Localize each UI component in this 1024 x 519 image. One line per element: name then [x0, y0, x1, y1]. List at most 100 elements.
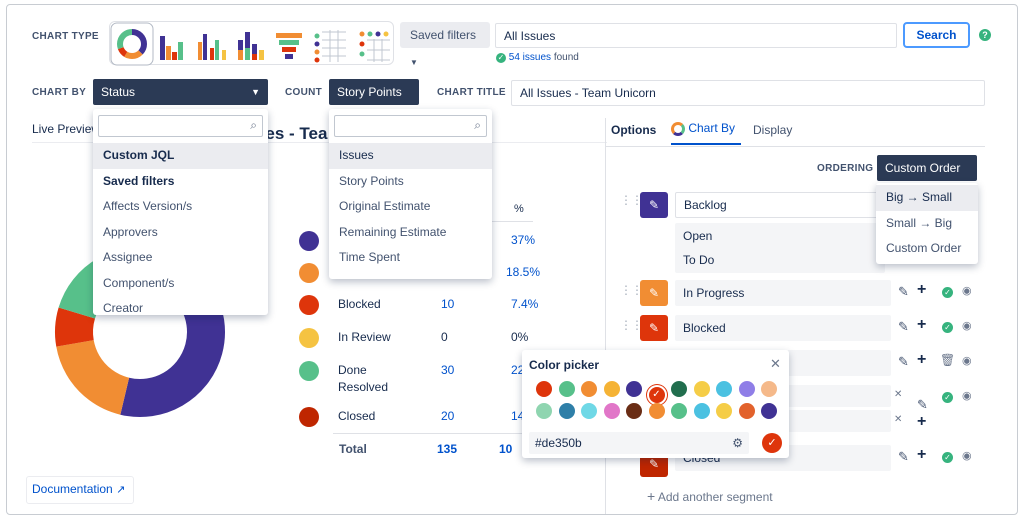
color-swatch[interactable]	[738, 403, 755, 419]
segment-name-blocked[interactable]: Blocked	[675, 315, 891, 341]
pencil-icon[interactable]: ✎	[898, 354, 909, 369]
chart-by-option[interactable]: Component/s	[103, 275, 175, 290]
color-swatch[interactable]	[693, 403, 710, 419]
ordering-select[interactable]: Custom Order ▼	[877, 155, 977, 200]
trash-icon[interactable]: 🗑	[940, 353, 956, 367]
color-swatch[interactable]	[558, 403, 575, 419]
color-swatch[interactable]	[648, 403, 665, 419]
stacked-bar-chart-type-icon[interactable]	[238, 32, 264, 60]
donut-chart-type-icon[interactable]	[110, 22, 154, 66]
ordering-option-small-big[interactable]: Small → Big	[886, 215, 953, 230]
color-swatch[interactable]	[581, 403, 597, 419]
count-option[interactable]: Issues	[329, 143, 492, 169]
eye-icon[interactable]: ◉	[962, 450, 972, 462]
color-swatch[interactable]	[693, 381, 710, 397]
close-icon[interactable]: ✕	[894, 414, 903, 425]
matrix-chart-type-icon[interactable]	[359, 31, 391, 63]
check-circle-icon[interactable]: ✓	[942, 392, 953, 403]
chart-by-option[interactable]: Saved filters	[103, 173, 175, 188]
search-button[interactable]: Search	[903, 22, 970, 48]
drag-handle-icon[interactable]: ⋮⋮	[620, 193, 643, 207]
drag-handle-icon[interactable]: ⋮⋮	[620, 318, 643, 332]
plus-icon[interactable]: +	[917, 446, 927, 463]
color-swatch[interactable]	[716, 381, 732, 397]
add-segment-button[interactable]: + Add another segment	[647, 488, 773, 504]
hex-input[interactable]: #de350b ⚙	[529, 432, 749, 454]
bar-chart-type-icon[interactable]	[160, 36, 183, 60]
issues-count-link[interactable]: 54 issues	[508, 52, 552, 63]
segment-color-in-progress[interactable]: ✎	[640, 280, 668, 306]
segment-color-backlog[interactable]: ✎	[640, 192, 668, 218]
chart-by-option[interactable]: Custom JQL	[93, 143, 268, 169]
saved-filters-button[interactable]: Saved filters ▼	[400, 22, 490, 67]
chart-by-option[interactable]: Affects Version/s	[103, 199, 193, 213]
plus-icon[interactable]: +	[917, 351, 927, 368]
check-circle-icon[interactable]: ✓	[942, 287, 953, 298]
table-chart-type-icon[interactable]	[314, 30, 347, 63]
segment-name-in-progress[interactable]: In Progress	[675, 280, 891, 306]
drag-handle-icon[interactable]: ⋮⋮	[620, 283, 643, 297]
plus-icon[interactable]: +	[917, 281, 927, 298]
pencil-icon[interactable]: ✎	[917, 397, 928, 412]
color-swatch[interactable]	[671, 403, 687, 419]
documentation-link[interactable]: Documentation ↗	[32, 482, 125, 496]
tab-chart-by[interactable]: Chart By	[671, 121, 741, 145]
count-option[interactable]: Remaining Estimate	[339, 224, 447, 239]
close-icon[interactable]: ✕	[894, 389, 903, 400]
chart-title-input[interactable]: All Issues - Team Unicorn	[511, 80, 985, 106]
check-circle-icon[interactable]: ✓	[942, 322, 953, 333]
pencil-icon[interactable]: ✎	[898, 284, 909, 299]
color-swatch[interactable]	[716, 403, 732, 419]
color-swatch[interactable]	[671, 381, 687, 397]
chart-by-option[interactable]: Creator	[103, 301, 144, 315]
segment-name-backlog[interactable]: Backlog	[675, 192, 885, 218]
help-icon[interactable]: ?	[979, 29, 991, 41]
funnel-chart-type-icon[interactable]	[276, 33, 302, 59]
legend-count[interactable]: 30	[441, 363, 455, 377]
segment-color-blocked[interactable]: ✎	[640, 315, 668, 341]
ordering-option-big-small[interactable]: Big → Small	[876, 185, 978, 211]
color-swatch[interactable]	[761, 403, 777, 419]
color-swatch[interactable]	[536, 381, 552, 397]
plus-icon[interactable]: +	[917, 413, 927, 430]
color-swatch[interactable]	[581, 381, 597, 397]
confirm-color-button[interactable]: ✓	[762, 433, 782, 453]
sliders-icon[interactable]: ⚙	[732, 436, 743, 450]
color-swatch[interactable]	[558, 381, 575, 397]
count-search-input[interactable]: ⌕	[334, 115, 487, 137]
color-swatch[interactable]	[626, 381, 642, 397]
pencil-icon[interactable]: ✎	[898, 319, 909, 334]
count-option[interactable]: Time Spent	[339, 250, 400, 264]
eye-icon[interactable]: ◉	[962, 285, 972, 297]
eye-icon[interactable]: ◉	[962, 320, 972, 332]
color-swatch[interactable]	[626, 403, 642, 419]
ordering-option-custom[interactable]: Custom Order	[886, 241, 962, 255]
tab-options[interactable]: Options	[611, 123, 657, 137]
check-circle-icon[interactable]: ✓	[942, 452, 953, 463]
count-select[interactable]: Story Points ▼	[329, 79, 419, 124]
color-swatch[interactable]: ✓	[648, 387, 665, 403]
color-swatch[interactable]	[738, 381, 755, 397]
chart-by-option[interactable]: Approvers	[103, 224, 158, 239]
tab-display[interactable]: Display	[753, 123, 793, 137]
eye-icon[interactable]: ◉	[962, 390, 972, 402]
jql-input[interactable]: All Issues	[495, 23, 897, 48]
legend-count[interactable]: 0	[441, 330, 448, 344]
chart-by-search-input[interactable]: ⌕	[98, 115, 263, 137]
chart-by-select[interactable]: Status ▼	[93, 79, 268, 105]
legend-count[interactable]: 20	[441, 409, 455, 423]
pencil-icon[interactable]: ✎	[898, 449, 909, 464]
count-option[interactable]: Original Estimate	[339, 199, 431, 213]
chart-by-option[interactable]: Assignee	[103, 250, 153, 264]
plus-icon[interactable]: +	[917, 316, 927, 333]
grouped-bar-chart-type-icon[interactable]	[198, 34, 226, 60]
color-swatch[interactable]	[536, 403, 552, 419]
color-swatch[interactable]	[603, 403, 620, 419]
segment-name-in-review[interactable]	[787, 350, 891, 376]
color-swatch[interactable]	[603, 381, 620, 397]
count-option[interactable]: Story Points	[339, 173, 404, 188]
color-swatch[interactable]	[761, 381, 777, 397]
close-icon[interactable]: ✕	[770, 356, 781, 371]
legend-count[interactable]: 10	[441, 297, 455, 311]
eye-icon[interactable]: ◉	[962, 355, 972, 367]
